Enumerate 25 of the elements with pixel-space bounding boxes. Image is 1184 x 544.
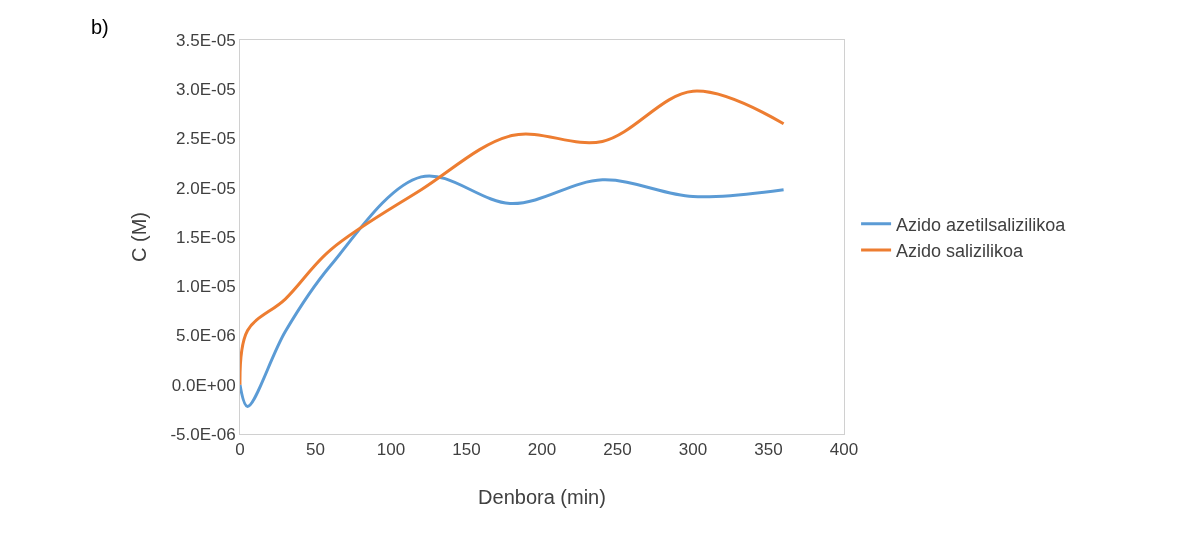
y-tick-label: 1.5E-05 bbox=[176, 227, 236, 247]
y-tick-label: 3.5E-05 bbox=[176, 30, 236, 50]
legend-label: Azido azetilsalizilikoa bbox=[896, 214, 1067, 235]
y-axis-title: C (M) bbox=[127, 212, 150, 262]
x-tick-label: 50 bbox=[306, 440, 325, 460]
x-axis-title: Denbora (min) bbox=[478, 486, 606, 508]
legend-label: Azido salizilikoa bbox=[896, 241, 1025, 262]
text: b) bbox=[91, 16, 109, 38]
x-tick-label: 150 bbox=[452, 440, 481, 460]
x-tick-label: 350 bbox=[754, 440, 783, 460]
y-tick-label: 0.0E+00 bbox=[171, 375, 236, 395]
y-tick-label: 2.5E-05 bbox=[176, 129, 236, 149]
x-tick-label: 100 bbox=[376, 440, 406, 460]
y-tick-label: 3.0E-05 bbox=[176, 80, 236, 100]
x-tick-label: 400 bbox=[829, 440, 859, 460]
x-tick-label: 300 bbox=[678, 440, 708, 460]
y-tick-label: 1.0E-05 bbox=[176, 277, 236, 297]
y-tick-label: 5.0E-06 bbox=[176, 326, 236, 346]
x-tick-label: 250 bbox=[603, 440, 632, 460]
y-tick-label: 2.0E-05 bbox=[176, 178, 236, 198]
line-series bbox=[240, 89, 786, 387]
x-tick-label: 0 bbox=[235, 440, 245, 460]
line-series bbox=[240, 174, 786, 408]
x-tick-label: 200 bbox=[527, 440, 557, 460]
y-tick-label: -5.0E-06 bbox=[170, 424, 236, 444]
